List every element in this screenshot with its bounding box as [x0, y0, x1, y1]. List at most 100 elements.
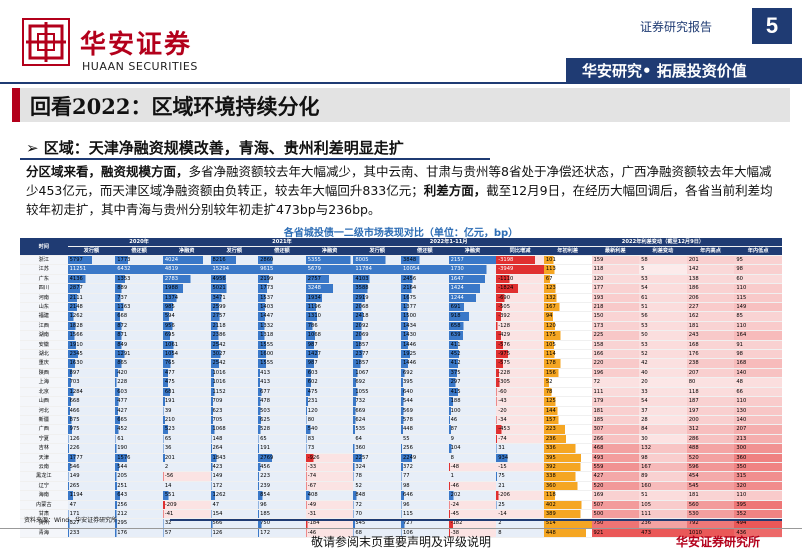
cell: 1054 [162, 349, 211, 360]
cell: 188 [448, 396, 497, 407]
cell: 1067 [353, 368, 401, 379]
province: 天津 [20, 453, 68, 463]
cell: 53 [639, 274, 687, 285]
rule [0, 528, 802, 529]
source: 资料来源：Wind，华安证券研究所 [24, 517, 118, 524]
header-row: 发行额 偿还额 净融资 发行额 偿还额 净融资 发行额 偿还额 净融资 同比增减 年初利差 最新利差利… [20, 246, 782, 256]
cell: 559 [591, 462, 640, 473]
cell: 603 [115, 387, 163, 398]
cell: 223 [258, 471, 306, 482]
cell: 8005 [353, 255, 401, 266]
cell: 286 [686, 434, 735, 445]
cell: 60 [734, 274, 782, 285]
cell: 149 [67, 471, 116, 482]
cell: -926 [305, 453, 354, 463]
cell: 985 [162, 302, 211, 313]
column-header: 发行额 [210, 246, 259, 256]
cell: 125 [543, 396, 592, 407]
cell: 256 [115, 500, 163, 510]
cell: 639 [448, 330, 497, 341]
cell: 2919 [353, 293, 401, 304]
province: 内蒙古 [20, 500, 68, 510]
cell: 149 [210, 471, 259, 482]
cell: 1 [448, 471, 497, 482]
footer-brand: 华安证券研究所 [676, 535, 761, 549]
cell: 307 [591, 424, 640, 435]
province: 青海 [20, 528, 68, 539]
cell: 186 [686, 283, 735, 294]
cell: 395 [543, 453, 592, 463]
cell: 266 [591, 434, 640, 445]
column-header: 年内高点 [686, 246, 735, 256]
cell: 164 [734, 330, 782, 341]
cell: 544 [401, 396, 449, 407]
cell: 488 [686, 443, 735, 454]
table-row: 江苏 11251 6432 4819 15294 9615 5679 11784 10054 17… [20, 264, 782, 275]
cell: 750 [591, 518, 640, 529]
column-header: 净融资 [162, 246, 211, 256]
cell: 494 [734, 518, 782, 529]
cell: 205 [115, 471, 163, 482]
cell: 20 [639, 377, 687, 388]
cell: 540 [305, 424, 354, 435]
cell: 31 [496, 443, 544, 454]
cell: 212 [115, 509, 163, 520]
cell: 865 [115, 358, 163, 369]
cell: -305 [496, 377, 544, 388]
cell: 98 [734, 264, 782, 275]
cell: 3471 [210, 293, 259, 304]
cell: 144 [543, 406, 592, 416]
province: 辽宁 [20, 481, 68, 492]
cell: 114 [543, 349, 592, 360]
table-row: 贵州 327 295 32 566 750 -184 545 727 -182 2 514 750 236… [20, 518, 782, 529]
cell: 2148 [67, 302, 116, 313]
cell: -453 [496, 424, 544, 435]
province: 吉林 [20, 443, 68, 454]
cell: 120 [305, 406, 354, 416]
cell: 987 [305, 340, 354, 351]
cell: 389 [543, 509, 592, 520]
province: 山东 [20, 302, 68, 313]
cell: 56 [639, 311, 687, 322]
cell: 238 [686, 358, 735, 369]
cell: 493 [591, 453, 640, 463]
cell: 236 [639, 518, 687, 529]
cell: 372 [401, 462, 449, 473]
cell: 173 [591, 321, 640, 332]
table-row: 山东 2148 1163 985 2599 1403 1196 2068 1377 691 -505… [20, 302, 782, 313]
cell: 360 [543, 481, 592, 492]
table-row: 重庆 1630 865 765 2542 1555 987 1857 1446 412 -575 17… [20, 358, 782, 369]
cell: 236 [543, 434, 592, 445]
cell: 47 [210, 500, 259, 510]
table-title: 各省城投债一二级市场表现对比（单位：亿元，bp） [283, 228, 519, 239]
logo [22, 18, 70, 66]
cell: 546 [67, 462, 116, 473]
cell: 691 [448, 302, 497, 313]
cell: 338 [543, 471, 592, 482]
cell: 14 [162, 481, 211, 492]
cell: 5 [639, 264, 687, 275]
cell: 1377 [401, 302, 449, 313]
table-row: 甘肃 171 212 -41 154 185 -31 70 115 -45 -14 389 500 111… [20, 509, 782, 520]
cell: 475 [162, 377, 211, 388]
cell: 1244 [448, 293, 497, 304]
cell: 176 [115, 528, 163, 539]
cell: -3949 [496, 264, 544, 275]
cell: -182 [448, 518, 497, 529]
cell: 320 [734, 481, 782, 492]
cell: 732 [353, 396, 401, 407]
cell: 448 [401, 424, 449, 435]
cell: 251 [115, 481, 163, 492]
cell: 168 [686, 340, 735, 351]
cell: 3848 [401, 255, 449, 266]
cell: 207 [734, 424, 782, 435]
table-row: 吉林 226 190 36 264 191 73 360 256 104 31 336 468 132 48… [20, 443, 782, 454]
column-header: 最新利差 [591, 246, 640, 256]
cell: 4956 [210, 274, 259, 285]
cell: 507 [591, 500, 640, 510]
cell: 360 [734, 453, 782, 463]
cell: 167 [543, 302, 592, 313]
cell: 975 [67, 424, 116, 435]
cell: 78 [353, 471, 401, 482]
group-header: 2021年 [210, 238, 354, 247]
